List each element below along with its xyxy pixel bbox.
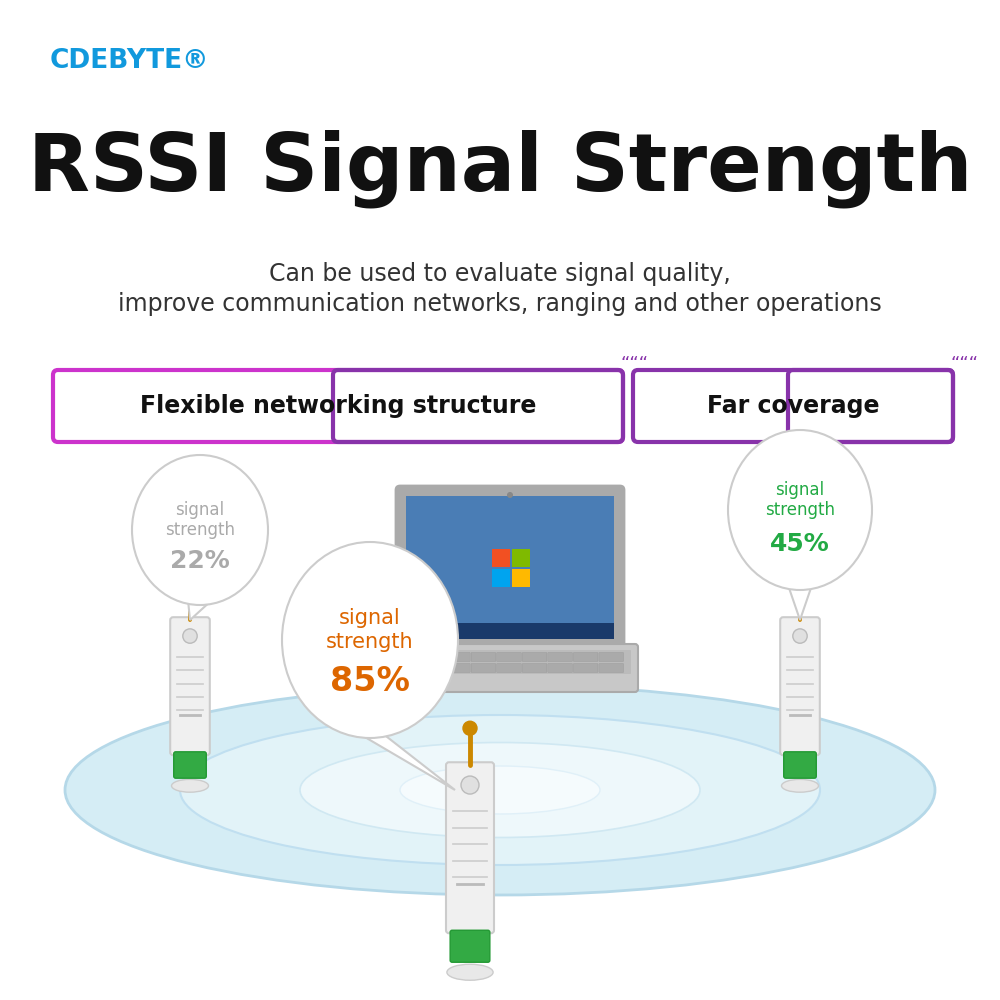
Ellipse shape <box>400 766 600 814</box>
Circle shape <box>463 721 477 735</box>
FancyBboxPatch shape <box>522 664 547 672</box>
FancyBboxPatch shape <box>446 664 470 672</box>
Polygon shape <box>788 585 812 620</box>
FancyBboxPatch shape <box>492 569 510 587</box>
FancyBboxPatch shape <box>471 664 496 672</box>
Ellipse shape <box>782 779 818 792</box>
FancyBboxPatch shape <box>512 549 530 567</box>
Ellipse shape <box>282 542 458 738</box>
Text: improve communication networks, ranging and other operations: improve communication networks, ranging … <box>118 292 882 316</box>
FancyBboxPatch shape <box>396 486 624 649</box>
Text: signal
strength: signal strength <box>765 481 835 519</box>
FancyBboxPatch shape <box>420 652 445 662</box>
FancyBboxPatch shape <box>548 652 572 662</box>
FancyBboxPatch shape <box>471 652 496 662</box>
FancyBboxPatch shape <box>573 652 598 662</box>
Ellipse shape <box>172 779 208 792</box>
Ellipse shape <box>132 455 268 605</box>
FancyBboxPatch shape <box>394 664 419 672</box>
Circle shape <box>183 629 197 643</box>
FancyBboxPatch shape <box>599 652 624 662</box>
Circle shape <box>794 585 806 596</box>
Ellipse shape <box>300 742 700 838</box>
FancyBboxPatch shape <box>446 762 494 933</box>
FancyBboxPatch shape <box>53 370 623 442</box>
FancyBboxPatch shape <box>548 664 572 672</box>
Text: 22%: 22% <box>170 550 230 574</box>
FancyBboxPatch shape <box>170 617 210 755</box>
FancyBboxPatch shape <box>446 652 470 662</box>
Circle shape <box>461 776 479 794</box>
FancyBboxPatch shape <box>492 549 510 567</box>
Text: “““: “““ <box>620 355 648 373</box>
FancyBboxPatch shape <box>633 370 953 442</box>
Ellipse shape <box>180 715 820 865</box>
FancyBboxPatch shape <box>780 617 820 755</box>
Text: Far coverage: Far coverage <box>707 394 879 418</box>
FancyBboxPatch shape <box>599 664 624 672</box>
FancyBboxPatch shape <box>420 664 445 672</box>
Ellipse shape <box>65 685 935 895</box>
Text: signal
strength: signal strength <box>326 608 414 652</box>
FancyBboxPatch shape <box>573 664 598 672</box>
FancyBboxPatch shape <box>784 752 816 778</box>
FancyBboxPatch shape <box>522 652 547 662</box>
Circle shape <box>793 629 807 643</box>
Text: 85%: 85% <box>330 665 410 698</box>
FancyBboxPatch shape <box>174 752 206 778</box>
Polygon shape <box>188 600 212 620</box>
Ellipse shape <box>728 430 872 590</box>
Text: CDEBYTE®: CDEBYTE® <box>50 48 210 74</box>
Polygon shape <box>358 733 455 790</box>
FancyBboxPatch shape <box>406 496 614 637</box>
Text: “““: “““ <box>950 355 978 373</box>
Text: signal
strength: signal strength <box>165 501 235 539</box>
FancyBboxPatch shape <box>406 623 614 639</box>
FancyBboxPatch shape <box>389 650 631 674</box>
Circle shape <box>184 585 196 596</box>
FancyBboxPatch shape <box>406 496 614 637</box>
Text: Can be used to evaluate signal quality,: Can be used to evaluate signal quality, <box>269 262 731 286</box>
Text: 45%: 45% <box>770 532 830 556</box>
Circle shape <box>507 492 513 498</box>
Text: RSSI Signal Strength: RSSI Signal Strength <box>28 130 972 209</box>
FancyBboxPatch shape <box>497 652 521 662</box>
Ellipse shape <box>447 964 493 980</box>
FancyBboxPatch shape <box>512 569 530 587</box>
FancyBboxPatch shape <box>497 664 521 672</box>
Text: Flexible networking structure: Flexible networking structure <box>140 394 536 418</box>
FancyBboxPatch shape <box>382 644 638 692</box>
FancyBboxPatch shape <box>450 930 490 962</box>
FancyBboxPatch shape <box>394 652 419 662</box>
